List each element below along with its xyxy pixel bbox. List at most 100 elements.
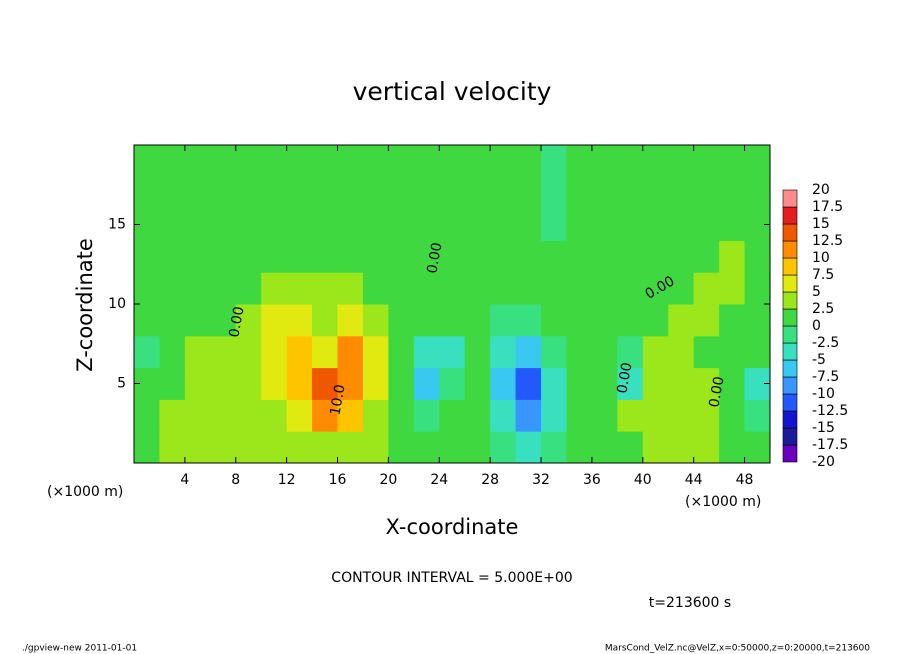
field-cell bbox=[159, 399, 186, 432]
field-cell bbox=[413, 399, 440, 432]
field-cell bbox=[413, 240, 440, 273]
x-tick-label: 40 bbox=[634, 472, 652, 488]
field bbox=[134, 145, 771, 464]
field-cell bbox=[388, 431, 415, 464]
x-tick-label: 12 bbox=[278, 472, 296, 488]
footer-right: MarsCond_VelZ.nc@VelZ,x=0:50000,z=0:2000… bbox=[605, 644, 870, 654]
field-cell bbox=[566, 176, 593, 210]
field-cell bbox=[693, 431, 720, 464]
colorbar-label: -17.5 bbox=[812, 437, 848, 453]
field-cell bbox=[439, 272, 466, 305]
field-cell bbox=[184, 367, 211, 400]
field-cell bbox=[286, 431, 313, 464]
field-cell bbox=[693, 335, 720, 369]
field-cell bbox=[439, 367, 466, 400]
field-cell bbox=[591, 335, 618, 369]
x-tick-label: 44 bbox=[685, 472, 703, 488]
field-cell bbox=[591, 367, 618, 400]
colorbar-swatch bbox=[782, 274, 798, 293]
field-cell bbox=[337, 304, 364, 337]
field-cell bbox=[668, 399, 695, 432]
field-cell bbox=[464, 272, 491, 305]
field-cell bbox=[693, 399, 720, 432]
field-cell bbox=[413, 431, 440, 464]
field-cell bbox=[184, 335, 211, 369]
colorbar-swatch bbox=[782, 325, 798, 344]
field-cell bbox=[312, 431, 339, 464]
chart-title: vertical velocity bbox=[353, 77, 552, 106]
field-cell bbox=[566, 272, 593, 305]
field-cell bbox=[591, 272, 618, 305]
field-cell bbox=[719, 304, 746, 337]
field-cell bbox=[439, 176, 466, 210]
field-cell bbox=[490, 335, 517, 369]
field-cell bbox=[668, 240, 695, 273]
contour-label: 10.0 bbox=[327, 383, 348, 416]
field-cell bbox=[744, 272, 771, 305]
field-cell bbox=[362, 176, 389, 210]
field-cell bbox=[541, 335, 567, 369]
field-cell bbox=[362, 304, 389, 337]
field-cell bbox=[541, 272, 567, 305]
field-cell bbox=[210, 240, 237, 273]
field-cell bbox=[362, 208, 389, 241]
field-cell bbox=[235, 145, 262, 178]
field-cell bbox=[362, 240, 389, 273]
field-cell bbox=[210, 208, 237, 241]
field-cell bbox=[515, 240, 542, 273]
field-cell bbox=[413, 304, 440, 337]
field-cell bbox=[337, 240, 364, 273]
colorbar-swatch bbox=[782, 223, 798, 242]
colorbar-swatch bbox=[782, 376, 798, 395]
field-cell bbox=[642, 367, 669, 400]
colorbar-swatch bbox=[782, 410, 798, 429]
field-cell bbox=[159, 208, 186, 241]
field-cell bbox=[617, 304, 644, 337]
colorbar-label: -7.5 bbox=[812, 369, 839, 385]
field-cell bbox=[159, 145, 186, 178]
field-cell bbox=[413, 367, 440, 400]
contour-label: 0.00 bbox=[614, 361, 635, 394]
field-cell bbox=[362, 335, 389, 369]
time-label: t=213600 s bbox=[649, 595, 731, 611]
field-cell bbox=[566, 240, 593, 273]
field-cell bbox=[515, 335, 542, 369]
field-cell bbox=[591, 145, 618, 178]
colorbar-label: 12.5 bbox=[812, 233, 843, 249]
colorbar-swatch bbox=[782, 359, 798, 378]
field-cell bbox=[261, 399, 288, 432]
field-cell bbox=[668, 208, 695, 241]
field-cell bbox=[566, 335, 593, 369]
colorbar-label: -20 bbox=[812, 454, 835, 470]
field-cell bbox=[388, 145, 415, 178]
field-cell bbox=[312, 208, 339, 241]
field-cell bbox=[235, 208, 262, 241]
x-tick-label: 48 bbox=[736, 472, 754, 488]
field-cell bbox=[642, 335, 669, 369]
field-cell bbox=[235, 240, 262, 273]
colorbar-swatch bbox=[782, 291, 798, 310]
field-cell bbox=[617, 367, 644, 400]
field-cell bbox=[312, 304, 339, 337]
field-cell bbox=[312, 176, 339, 210]
colorbar-swatch bbox=[782, 240, 798, 259]
field-cell bbox=[184, 399, 211, 432]
field-cell bbox=[566, 431, 593, 464]
field-cell bbox=[159, 240, 186, 273]
field-cell bbox=[541, 240, 567, 273]
colorbar-swatch bbox=[782, 427, 798, 446]
field-cell bbox=[235, 431, 262, 464]
colorbar-swatch bbox=[782, 206, 798, 225]
field-cell bbox=[235, 367, 262, 400]
field-cell bbox=[413, 335, 440, 369]
field-cell bbox=[719, 335, 746, 369]
field-cell bbox=[490, 240, 517, 273]
field-cell bbox=[617, 399, 644, 432]
field-cell bbox=[210, 176, 237, 210]
field-cell bbox=[439, 208, 466, 241]
field-cell bbox=[515, 272, 542, 305]
field-cell bbox=[744, 335, 771, 369]
field-cell bbox=[413, 272, 440, 305]
colorbar-label: -5 bbox=[812, 352, 826, 368]
